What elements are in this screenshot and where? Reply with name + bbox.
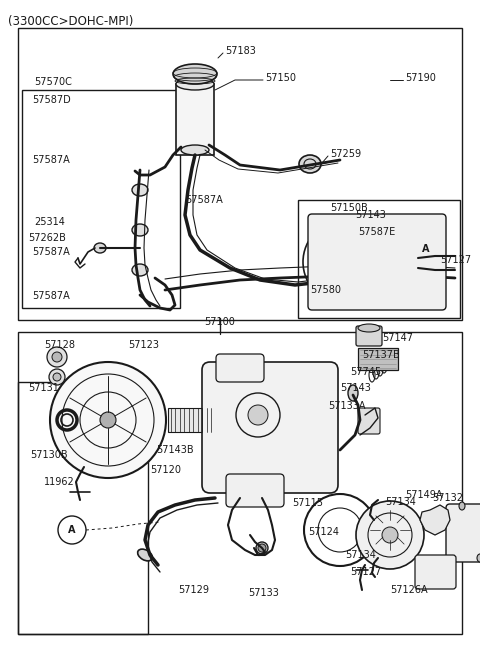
Circle shape [356, 501, 424, 569]
Circle shape [248, 405, 268, 425]
Text: 57124: 57124 [308, 527, 339, 537]
Circle shape [53, 373, 61, 381]
Text: 57149A: 57149A [405, 490, 443, 500]
Ellipse shape [132, 224, 148, 236]
Text: 57580: 57580 [310, 285, 341, 295]
Text: 57130B: 57130B [30, 450, 68, 460]
FancyBboxPatch shape [358, 348, 398, 370]
Text: 57587E: 57587E [358, 227, 395, 237]
Text: 57190: 57190 [405, 73, 436, 83]
Ellipse shape [173, 64, 217, 84]
Bar [168, 408, 214, 432]
Text: A: A [422, 244, 430, 254]
Text: 57745: 57745 [350, 367, 381, 377]
FancyBboxPatch shape [356, 326, 382, 346]
Text: 57150: 57150 [265, 73, 296, 83]
Ellipse shape [459, 502, 465, 510]
Text: 57587A: 57587A [32, 155, 70, 165]
Text: 57143: 57143 [355, 210, 386, 220]
Ellipse shape [477, 554, 480, 562]
FancyBboxPatch shape [446, 504, 480, 562]
Ellipse shape [299, 155, 321, 173]
Bar [18, 382, 148, 634]
Text: 57120: 57120 [150, 465, 181, 475]
Ellipse shape [181, 145, 209, 155]
Circle shape [52, 352, 62, 362]
Text: (3300CC>DOHC-MPI): (3300CC>DOHC-MPI) [8, 15, 133, 28]
Text: 57115: 57115 [292, 498, 323, 508]
Circle shape [258, 544, 266, 552]
Polygon shape [420, 505, 450, 535]
Text: 11962: 11962 [44, 477, 75, 487]
Text: 57259: 57259 [330, 149, 361, 159]
FancyBboxPatch shape [216, 354, 264, 382]
Ellipse shape [138, 549, 152, 561]
Text: 57132: 57132 [432, 493, 463, 503]
FancyBboxPatch shape [358, 408, 380, 434]
FancyBboxPatch shape [415, 555, 456, 589]
Ellipse shape [176, 78, 214, 90]
Text: A: A [68, 525, 76, 535]
Text: 57134: 57134 [385, 497, 416, 507]
Circle shape [47, 347, 67, 367]
Circle shape [382, 527, 398, 543]
Text: 57587A: 57587A [185, 195, 223, 205]
Text: 57127: 57127 [440, 255, 471, 265]
Circle shape [50, 362, 166, 478]
Text: 57133A: 57133A [328, 401, 365, 411]
Bar [18, 332, 462, 634]
Ellipse shape [132, 264, 148, 276]
Text: 57131: 57131 [28, 383, 59, 393]
FancyBboxPatch shape [226, 474, 284, 507]
Text: 57143B: 57143B [156, 445, 193, 455]
Ellipse shape [348, 385, 358, 401]
Text: 57126A: 57126A [390, 585, 428, 595]
Circle shape [100, 412, 116, 428]
Ellipse shape [375, 232, 425, 292]
FancyBboxPatch shape [202, 362, 338, 493]
Ellipse shape [256, 542, 268, 554]
Bar [18, 28, 462, 320]
Text: 57143: 57143 [340, 383, 371, 393]
Text: 57570C: 57570C [34, 77, 72, 87]
Ellipse shape [132, 184, 148, 196]
FancyBboxPatch shape [308, 214, 446, 310]
Text: 57587D: 57587D [32, 95, 71, 105]
Text: 57183: 57183 [225, 46, 256, 56]
Text: 57587A: 57587A [32, 291, 70, 301]
Text: 57262B: 57262B [28, 233, 66, 243]
Text: 57129: 57129 [178, 585, 209, 595]
Text: 57100: 57100 [204, 317, 235, 327]
Text: 57133: 57133 [248, 588, 279, 598]
Bar [176, 84, 214, 155]
Text: 57128: 57128 [44, 340, 75, 350]
Text: 57147: 57147 [382, 333, 413, 343]
Text: 57137B: 57137B [362, 350, 400, 360]
Text: 57134: 57134 [345, 550, 376, 560]
Circle shape [337, 254, 353, 270]
Text: 25314: 25314 [34, 217, 65, 227]
Bar [22, 90, 180, 308]
Circle shape [428, 515, 438, 525]
Circle shape [49, 369, 65, 385]
Text: 57150B: 57150B [330, 203, 368, 213]
Text: 57123: 57123 [128, 340, 159, 350]
Bar [298, 200, 460, 318]
Ellipse shape [94, 243, 106, 253]
Text: 57127: 57127 [350, 567, 381, 577]
Ellipse shape [370, 247, 380, 257]
Ellipse shape [358, 324, 380, 332]
Text: 57587A: 57587A [32, 247, 70, 257]
